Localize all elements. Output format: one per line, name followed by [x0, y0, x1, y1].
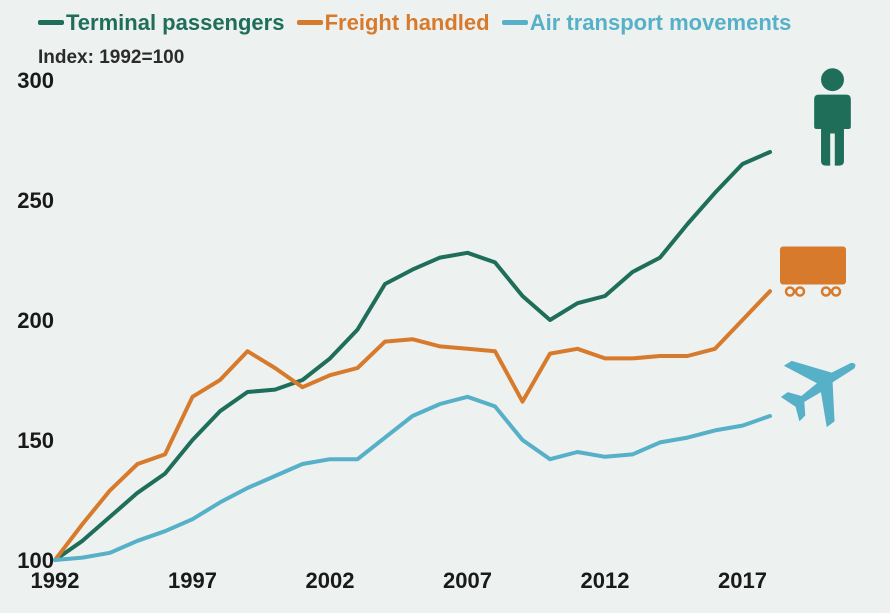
legend-item-passengers: Terminal passengers: [38, 10, 284, 36]
legend-label: Terminal passengers: [66, 10, 284, 36]
legend-swatch-freight: [297, 20, 323, 25]
y-tick-label: 200: [14, 308, 54, 334]
chart-subtitle: Index: 1992=100: [38, 47, 184, 69]
x-tick-label: 2012: [581, 568, 630, 594]
series-line-movements: [55, 397, 770, 560]
x-tick-label: 1997: [168, 568, 217, 594]
y-tick-label: 150: [14, 428, 54, 454]
legend-label: Air transport movements: [530, 10, 792, 36]
legend-item-freight: Freight handled: [297, 10, 490, 36]
y-tick-label: 300: [14, 68, 54, 94]
legend: Terminal passengers Freight handled Air …: [38, 5, 797, 36]
legend-swatch-movements: [502, 20, 528, 25]
legend-label: Freight handled: [325, 10, 490, 36]
series-line-freight: [55, 291, 770, 560]
cart-icon: [778, 243, 848, 298]
x-tick-label: 2002: [306, 568, 355, 594]
person-icon: [805, 65, 860, 170]
legend-swatch-passengers: [38, 20, 64, 25]
x-tick-label: 2007: [443, 568, 492, 594]
line-chart: Terminal passengers Freight handled Air …: [0, 0, 890, 608]
legend-item-movements: Air transport movements: [502, 10, 792, 36]
plot-area: [0, 0, 890, 608]
plane-icon: [778, 360, 856, 430]
y-tick-label: 250: [14, 188, 54, 214]
x-tick-label: 2017: [718, 568, 767, 594]
x-tick-label: 1992: [31, 568, 80, 594]
